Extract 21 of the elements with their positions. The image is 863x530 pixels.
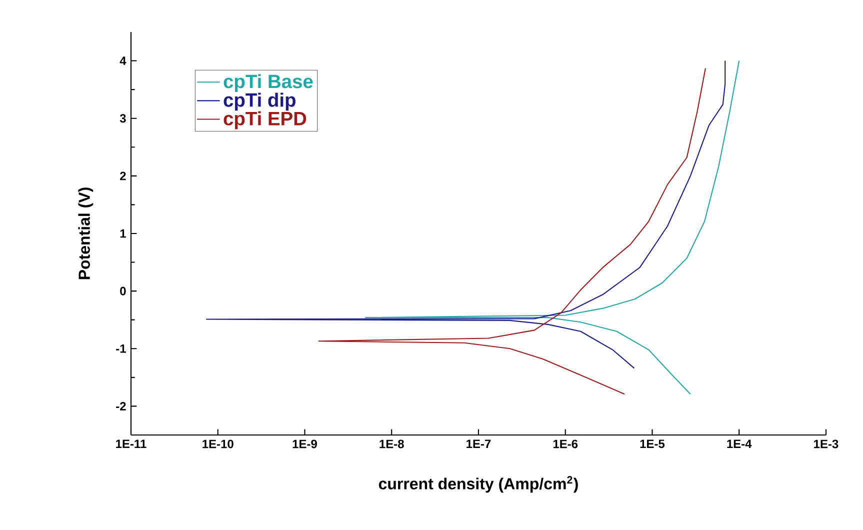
y-tick-label: 3 bbox=[120, 114, 126, 123]
x-axis-title: current density (Amp/cm$^{2}$) bbox=[378, 476, 578, 493]
y-tick-label: 0 bbox=[120, 286, 126, 296]
y-tick-label: 2 bbox=[120, 172, 126, 180]
legend-label: cpTi dip bbox=[224, 92, 296, 111]
x-tick-label: 1E-10 bbox=[202, 440, 234, 448]
x-tick-label: 1E-4 bbox=[727, 440, 752, 448]
x-tick-label: 1E-9 bbox=[292, 440, 317, 448]
y-tick-label: 4 bbox=[120, 56, 126, 65]
legend-label: cpTi EPD bbox=[224, 111, 306, 130]
x-tick-label: 1E-3 bbox=[814, 440, 838, 448]
x-tick-label: 1E-8 bbox=[380, 440, 404, 448]
y-tick-label: 1 bbox=[120, 229, 126, 238]
x-tick-label: 1E-5 bbox=[640, 440, 665, 448]
legend-label: cpTi Base bbox=[224, 74, 313, 92]
x-tick-label: 1E-11 bbox=[116, 440, 146, 448]
y-tick-label: -2 bbox=[116, 402, 126, 410]
x-tick-label: 1E-7 bbox=[466, 440, 491, 448]
x-tick-label: 1E-6 bbox=[553, 440, 578, 448]
y-tick-label: -1 bbox=[116, 344, 126, 353]
y-axis-title: Potential (V) bbox=[78, 188, 94, 280]
